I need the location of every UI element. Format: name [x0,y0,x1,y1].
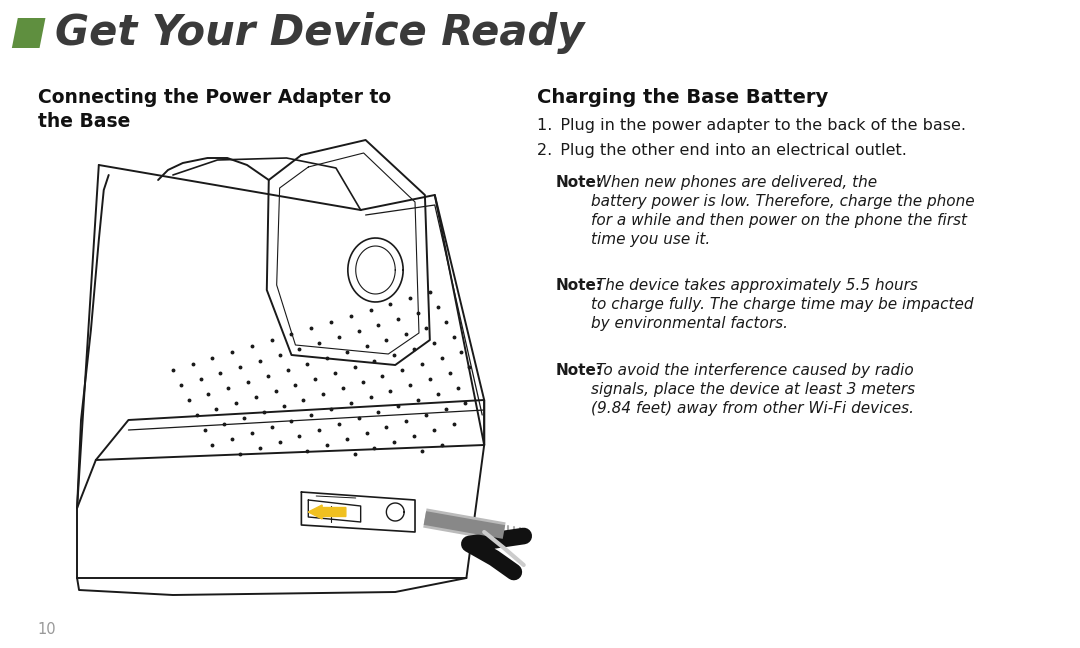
Text: Get Your Device Ready: Get Your Device Ready [55,12,584,54]
FancyArrow shape [308,505,346,519]
Text: To avoid the interference caused by radio
signals, place the device at least 3 m: To avoid the interference caused by radi… [591,363,915,415]
Text: 2. Plug the other end into an electrical outlet.: 2. Plug the other end into an electrical… [537,143,906,158]
Polygon shape [12,18,45,48]
Text: Connecting the Power Adapter to
the Base: Connecting the Power Adapter to the Base [38,88,391,132]
Text: 1. Plug in the power adapter to the back of the base.: 1. Plug in the power adapter to the back… [537,118,966,133]
Text: Note:: Note: [555,175,603,190]
Text: When new phones are delivered, the
battery power is low. Therefore, charge the p: When new phones are delivered, the batte… [591,175,974,246]
Text: Note:: Note: [555,278,603,293]
Text: Note:: Note: [555,363,603,378]
Text: The device takes approximately 5.5 hours
to charge fully. The charge time may be: The device takes approximately 5.5 hours… [591,278,973,330]
Text: Charging the Base Battery: Charging the Base Battery [537,88,827,107]
Text: 10: 10 [38,622,56,637]
